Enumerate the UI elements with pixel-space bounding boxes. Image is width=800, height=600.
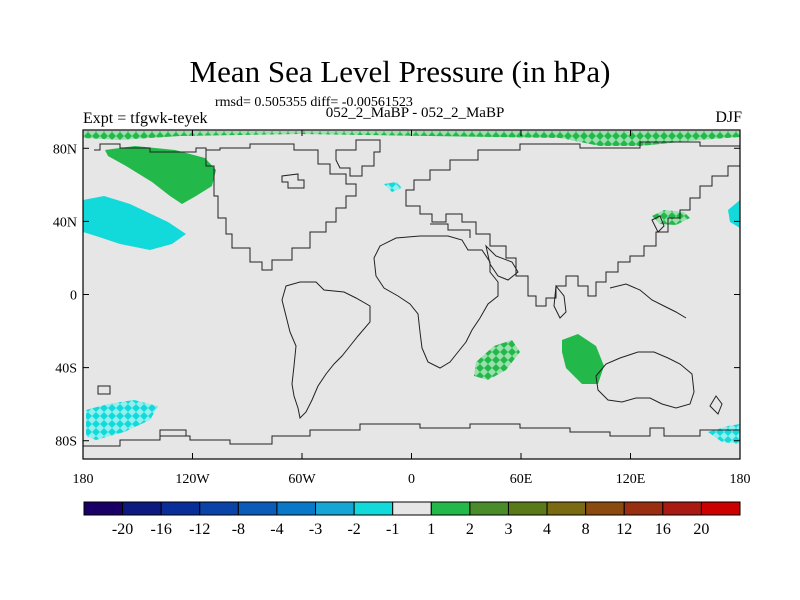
japan [651,215,665,233]
anomaly-fills [83,131,740,444]
colorbar-label: 1 [427,521,435,538]
lon-tick-label: 60E [510,472,533,487]
lat-tick-label: 0 [70,289,77,304]
india [553,284,567,319]
colorbar-swatch [276,501,317,516]
colorbar-swatch [237,501,278,516]
australia-coast [595,351,695,409]
colorbar-label: 20 [693,521,709,538]
colorbar-swatch [546,501,587,516]
lat-tick-label: 40S [55,362,77,377]
colorbar-label: 16 [655,521,671,538]
mediterranean [430,223,471,238]
colorbar-label: -2 [347,521,360,538]
colorbar-swatch [160,501,201,516]
eurasia-coast [405,141,741,307]
new-zealand [709,395,723,415]
colorbar-swatch [353,501,394,516]
colorbar-swatch [469,501,509,516]
latitude-axis: 80N 40N 0 40S 80S [53,142,740,450]
africa-coast [373,235,499,369]
north-america-coast [94,143,357,271]
runs-label: 052_2_MaBP - 052_2_MaBP [325,105,505,121]
stats-label: rmsd= 0.505355 diff= -0.00561523 [215,95,413,110]
lon-tick-label: 120E [616,472,646,487]
colorbar-label: 12 [616,521,632,538]
colorbar-label: 8 [582,521,590,538]
colorbar-swatch [700,501,741,516]
lon-tick-label: 120W [175,472,210,487]
experiment-label: Expt = tfgwk-teyek [83,110,208,127]
colorbar-swatch [392,501,432,516]
hudson-bay [281,173,305,189]
negative-anomaly-north-pacific [83,196,186,250]
colorbar-label: 2 [466,521,474,538]
coastlines [83,139,741,447]
negative-anomaly-europe [384,182,402,192]
colorbar-swatch [585,501,625,516]
colorbar-label: -12 [189,521,210,538]
colorbar-label: -1 [386,521,399,538]
colorbar-swatch [122,501,162,516]
plot-title: Mean Sea Level Pressure (in hPa) [189,54,611,89]
colorbar-label: -16 [151,521,172,538]
colorbar-swatch [662,501,702,516]
lon-tick-label: 0 [408,472,415,487]
positive-anomaly-south-indian [562,334,604,384]
colorbar-swatch [430,501,471,516]
lon-tick-label: 180 [730,472,751,487]
colorbar-swatch [507,501,548,516]
southeast-asia-islands [609,283,687,319]
arabia [485,244,519,281]
lon-tick-label: 180 [73,472,94,487]
south-georgia [97,385,111,395]
south-america-coast [281,281,371,420]
colorbar-swatch [623,501,664,516]
antarctica-coast [83,423,740,447]
season-label: DJF [715,109,742,126]
positive-anomaly-arctic-band [83,131,740,146]
colorbar-label: 3 [504,521,512,538]
colorbar-swatch [199,501,239,516]
colorbar-swatch [315,501,355,516]
lat-tick-label: 40N [53,215,77,230]
lon-tick-label: 60W [288,472,316,487]
positive-anomaly-south-atlantic-indian [474,340,520,380]
longitude-axis: 180 120W 60W 0 60E 120E 180 [73,130,751,487]
colorbar-label: -3 [309,521,322,538]
lat-tick-label: 80S [55,435,77,450]
colorbar: -20 -16 -12 -8 -4 -3 -2 -1 1 2 3 4 8 12 16 20 [83,501,741,538]
lat-tick-label: 80N [53,142,77,157]
negative-anomaly-southern-edge [708,424,740,444]
colorbar-label: 4 [543,521,551,538]
positive-anomaly-north-pacific [105,146,216,204]
colorbar-label: -4 [270,521,283,538]
negative-anomaly-south-pacific [86,400,158,440]
colorbar-label: -20 [112,521,133,538]
antarctic-island [159,429,187,437]
colorbar-label: -8 [232,521,245,538]
colorbar-swatch [83,501,124,516]
greenland-coast [335,139,381,177]
